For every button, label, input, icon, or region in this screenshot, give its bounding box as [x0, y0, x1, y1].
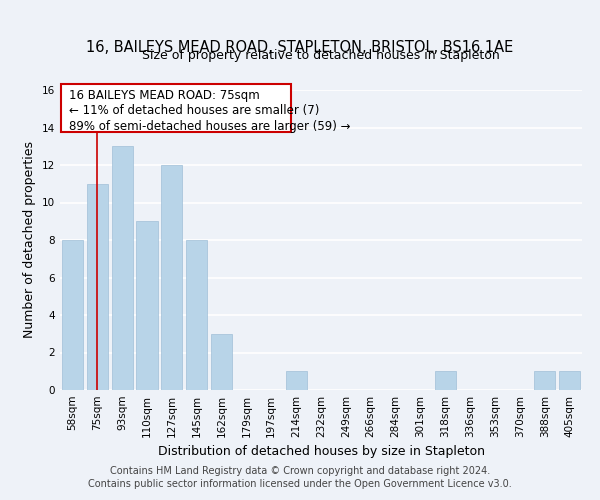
Bar: [211, 334, 232, 390]
X-axis label: Distribution of detached houses by size in Stapleton: Distribution of detached houses by size …: [157, 446, 485, 458]
Bar: [286, 371, 307, 390]
Bar: [186, 240, 207, 390]
Text: 16 BAILEYS MEAD ROAD: 75sqm: 16 BAILEYS MEAD ROAD: 75sqm: [69, 89, 259, 102]
Bar: [112, 146, 133, 390]
Text: 89% of semi-detached houses are larger (59) →: 89% of semi-detached houses are larger (…: [69, 120, 350, 133]
Y-axis label: Number of detached properties: Number of detached properties: [23, 142, 37, 338]
Bar: [136, 221, 158, 390]
Text: Contains public sector information licensed under the Open Government Licence v3: Contains public sector information licen…: [88, 479, 512, 489]
Bar: [62, 240, 83, 390]
Bar: [87, 184, 108, 390]
Title: Size of property relative to detached houses in Stapleton: Size of property relative to detached ho…: [142, 50, 500, 62]
Bar: [61, 84, 291, 132]
Bar: [559, 371, 580, 390]
Text: Contains HM Land Registry data © Crown copyright and database right 2024.: Contains HM Land Registry data © Crown c…: [110, 466, 490, 476]
Bar: [534, 371, 555, 390]
Text: 16, BAILEYS MEAD ROAD, STAPLETON, BRISTOL, BS16 1AE: 16, BAILEYS MEAD ROAD, STAPLETON, BRISTO…: [86, 40, 514, 55]
Text: ← 11% of detached houses are smaller (7): ← 11% of detached houses are smaller (7): [69, 104, 319, 117]
Bar: [435, 371, 456, 390]
Bar: [161, 165, 182, 390]
